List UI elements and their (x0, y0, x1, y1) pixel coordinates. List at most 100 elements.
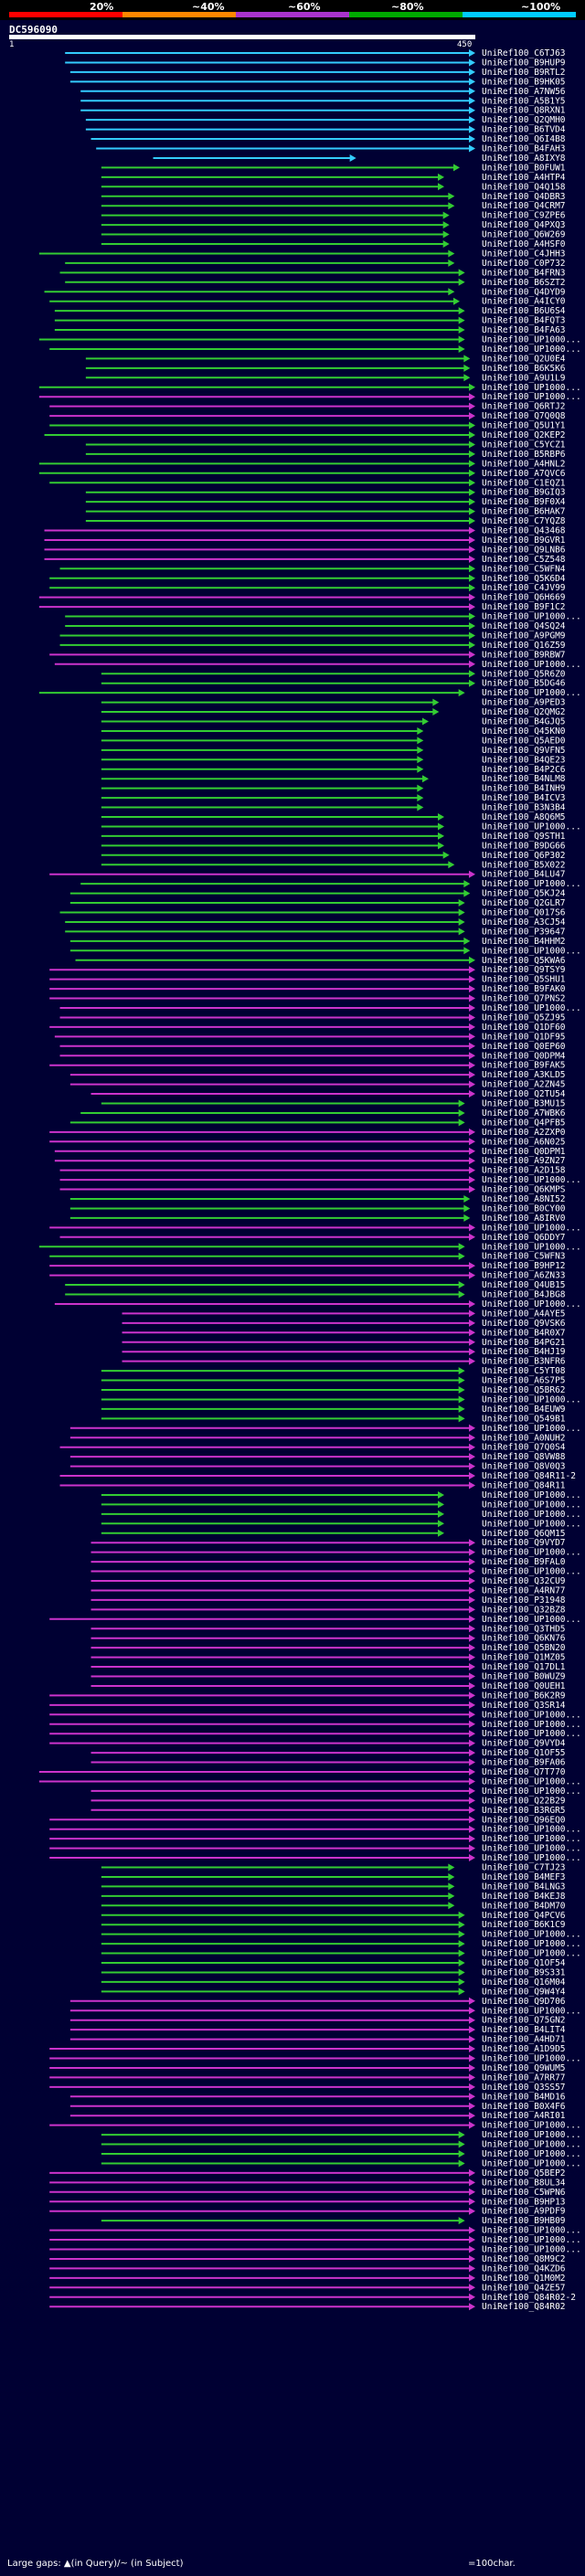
hit-label-236[interactable]: UniRef100_Q84R02 (482, 2302, 566, 2312)
hit-label-156[interactable]: UniRef100_Q9VYD7 (482, 1538, 566, 1548)
hit-label-19[interactable]: UniRef100_Q6W269 (482, 230, 566, 240)
hit-label-41[interactable]: UniRef100_C5YCZ1 (482, 440, 566, 450)
hit-label-75[interactable]: UniRef100_B4P2C6 (482, 765, 566, 775)
hit-label-232[interactable]: UniRef100_Q4KZD6 (482, 2263, 566, 2274)
hit-label-134[interactable]: UniRef100_B4R0X7 (482, 1328, 566, 1338)
hit-label-2[interactable]: UniRef100_B9RTL2 (482, 68, 566, 78)
hit-label-21[interactable]: UniRef100_C4JHH3 (482, 249, 566, 259)
hit-label-221[interactable]: UniRef100_UP1000... (482, 2158, 581, 2168)
hit-label-10[interactable]: UniRef100_B4FAH3 (482, 144, 566, 154)
hit-label-215[interactable]: UniRef100_B0X4F6 (482, 2102, 566, 2112)
hit-label-90[interactable]: UniRef100_Q017S6 (482, 908, 566, 918)
hit-label-229[interactable]: UniRef100_UP1000... (482, 2235, 581, 2245)
hit-label-135[interactable]: UniRef100_B4PG21 (482, 1338, 566, 1348)
hit-label-100[interactable]: UniRef100_UP1000... (482, 1003, 581, 1013)
hit-label-211[interactable]: UniRef100_Q9WUM5 (482, 2063, 566, 2073)
hit-label-4[interactable]: UniRef100_A7NW56 (482, 87, 566, 97)
hit-label-203[interactable]: UniRef100_Q9W4Y4 (482, 1987, 566, 1997)
hit-label-43[interactable]: UniRef100_A4HNL2 (482, 459, 566, 469)
hit-label-42[interactable]: UniRef100_B5RBP6 (482, 450, 566, 460)
hit-label-11[interactable]: UniRef100_A8IXY8 (482, 154, 566, 164)
hit-label-50[interactable]: UniRef100_Q43468 (482, 526, 566, 536)
hit-label-133[interactable]: UniRef100_Q9VSK6 (482, 1319, 566, 1329)
hit-label-22[interactable]: UniRef100_C0P732 (482, 259, 566, 269)
hit-label-107[interactable]: UniRef100_A3KLD5 (482, 1070, 566, 1080)
hit-label-82[interactable]: UniRef100_Q9STH1 (482, 832, 566, 842)
hit-label-34[interactable]: UniRef100_A9U1L9 (482, 373, 566, 383)
hit-label-160[interactable]: UniRef100_Q32CU9 (482, 1576, 566, 1586)
hit-label-121[interactable]: UniRef100_B0CY00 (482, 1203, 566, 1214)
hit-label-233[interactable]: UniRef100_Q1M0M2 (482, 2274, 566, 2284)
hit-label-192[interactable]: UniRef100_B4LNG3 (482, 1882, 566, 1892)
hit-label-142[interactable]: UniRef100_B4EUW9 (482, 1405, 566, 1415)
hit-label-13[interactable]: UniRef100_A4HTP4 (482, 173, 566, 183)
hit-label-73[interactable]: UniRef100_Q9VFN5 (482, 746, 566, 756)
hit-label-117[interactable]: UniRef100_A2D158 (482, 1166, 566, 1176)
hit-label-110[interactable]: UniRef100_B3MU15 (482, 1099, 566, 1109)
hit-label-190[interactable]: UniRef100_C7TJ23 (482, 1863, 566, 1873)
hit-label-201[interactable]: UniRef100_B9S331 (482, 1967, 566, 1977)
hit-label-124[interactable]: UniRef100_Q6DDY7 (482, 1233, 566, 1243)
hit-label-172[interactable]: UniRef100_B6K2R9 (482, 1691, 566, 1701)
hit-label-91[interactable]: UniRef100_A3CJ54 (482, 917, 566, 928)
hit-label-150[interactable]: UniRef100_Q84R11 (482, 1481, 566, 1491)
hit-label-140[interactable]: UniRef100_Q5BR62 (482, 1385, 566, 1395)
hit-label-9[interactable]: UniRef100_Q6I4B8 (482, 134, 566, 144)
hit-label-58[interactable]: UniRef100_B9F1C2 (482, 602, 566, 612)
hit-label-173[interactable]: UniRef100_Q3SR14 (482, 1701, 566, 1711)
hit-label-16[interactable]: UniRef100_Q4CRM7 (482, 201, 566, 211)
hit-label-38[interactable]: UniRef100_Q7Q0Q8 (482, 411, 566, 421)
hit-label-224[interactable]: UniRef100_C5WPN6 (482, 2188, 566, 2198)
hit-label-159[interactable]: UniRef100_UP1000... (482, 1567, 581, 1577)
hit-label-116[interactable]: UniRef100_A9ZN27 (482, 1156, 566, 1166)
hit-label-18[interactable]: UniRef100_Q4PXQ3 (482, 220, 566, 230)
hit-label-49[interactable]: UniRef100_C7YQZ8 (482, 516, 566, 526)
hit-label-40[interactable]: UniRef100_Q2KEP2 (482, 430, 566, 440)
hit-label-210[interactable]: UniRef100_UP1000... (482, 2054, 581, 2064)
hit-label-222[interactable]: UniRef100_Q5BEP2 (482, 2168, 566, 2178)
hit-label-108[interactable]: UniRef100_A2ZN45 (482, 1080, 566, 1090)
hit-label-149[interactable]: UniRef100_Q84R11-2 (482, 1471, 576, 1481)
hit-label-85[interactable]: UniRef100_B5X022 (482, 860, 566, 870)
hit-label-74[interactable]: UniRef100_B4QE23 (482, 755, 566, 765)
hit-label-115[interactable]: UniRef100_Q0DPM1 (482, 1147, 566, 1157)
hit-label-94[interactable]: UniRef100_UP1000... (482, 946, 581, 956)
hit-label-88[interactable]: UniRef100_Q5KJ24 (482, 889, 566, 899)
hit-label-194[interactable]: UniRef100_B4DM70 (482, 1901, 566, 1911)
hit-label-12[interactable]: UniRef100_B0FUW1 (482, 163, 566, 173)
hit-label-96[interactable]: UniRef100_Q9TSY9 (482, 965, 566, 975)
hit-label-66[interactable]: UniRef100_B5DG46 (482, 679, 566, 689)
hit-label-51[interactable]: UniRef100_B9GVR1 (482, 535, 566, 546)
hit-label-193[interactable]: UniRef100_B4KEJ8 (482, 1892, 566, 1902)
hit-label-24[interactable]: UniRef100_B6SZT2 (482, 278, 566, 288)
hit-label-154[interactable]: UniRef100_UP1000... (482, 1519, 581, 1529)
hit-label-164[interactable]: UniRef100_UP1000... (482, 1615, 581, 1625)
hit-label-212[interactable]: UniRef100_A7RR77 (482, 2072, 566, 2083)
hit-label-3[interactable]: UniRef100_B9HK05 (482, 77, 566, 87)
hit-label-171[interactable]: UniRef100_Q0UEH1 (482, 1681, 566, 1691)
hit-label-165[interactable]: UniRef100_Q3THD5 (482, 1624, 566, 1634)
hit-label-114[interactable]: UniRef100_A6N025 (482, 1137, 566, 1147)
hit-label-35[interactable]: UniRef100_UP1000... (482, 383, 581, 393)
hit-label-216[interactable]: UniRef100_A4RI01 (482, 2111, 566, 2121)
hit-label-79[interactable]: UniRef100_B3N3B4 (482, 803, 566, 813)
hit-label-48[interactable]: UniRef100_B6HAK7 (482, 507, 566, 517)
hit-label-155[interactable]: UniRef100_Q6QM15 (482, 1529, 566, 1539)
hit-label-67[interactable]: UniRef100_UP1000... (482, 688, 581, 698)
hit-label-56[interactable]: UniRef100_C4JV99 (482, 583, 566, 593)
hit-label-78[interactable]: UniRef100_B4ICV3 (482, 793, 566, 803)
hit-label-81[interactable]: UniRef100_UP1000... (482, 822, 581, 832)
hit-label-195[interactable]: UniRef100_Q4PCV6 (482, 1911, 566, 1921)
hit-label-60[interactable]: UniRef100_Q4SQ24 (482, 621, 566, 631)
hit-label-55[interactable]: UniRef100_Q5K6D4 (482, 574, 566, 584)
hit-label-157[interactable]: UniRef100_UP1000... (482, 1548, 581, 1558)
hit-label-129[interactable]: UniRef100_Q4UB15 (482, 1280, 566, 1290)
hit-label-27[interactable]: UniRef100_B6U6S4 (482, 306, 566, 316)
hit-label-184[interactable]: UniRef100_B3RGR5 (482, 1806, 566, 1816)
hit-label-128[interactable]: UniRef100_A6ZN33 (482, 1271, 566, 1281)
hit-label-92[interactable]: UniRef100_P39647 (482, 927, 566, 937)
hit-label-181[interactable]: UniRef100_UP1000... (482, 1776, 581, 1786)
hit-label-47[interactable]: UniRef100_B9F0X4 (482, 497, 566, 507)
hit-label-104[interactable]: UniRef100_Q0EP60 (482, 1042, 566, 1052)
hit-label-46[interactable]: UniRef100_B9GIQ3 (482, 488, 566, 498)
